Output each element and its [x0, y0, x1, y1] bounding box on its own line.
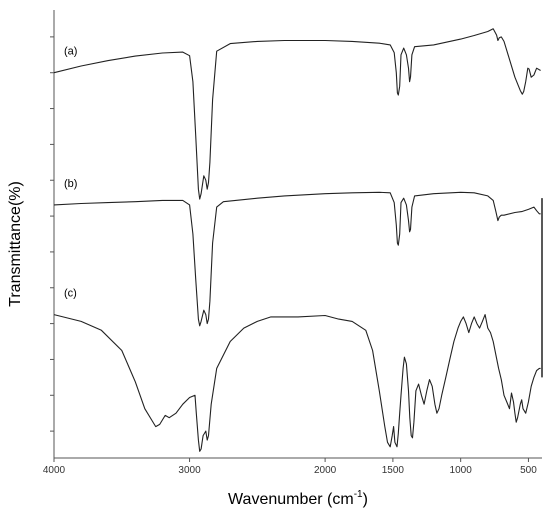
- panel-label-c: (c): [64, 288, 77, 300]
- x-tick-label: 3000: [178, 465, 201, 476]
- y-axis-title: Transmittance(%): [7, 181, 24, 307]
- panel-labels: (a) (b) (c): [64, 46, 77, 300]
- x-axis-title-main: Wavenumber (cm: [228, 491, 354, 508]
- spectrum-line-b: [53, 191, 541, 327]
- panel-label-a: (a): [64, 46, 77, 58]
- x-tick-label: 4000: [43, 465, 66, 476]
- y-ticks: [50, 36, 54, 432]
- x-tick-label: 2000: [314, 465, 337, 476]
- x-tick-label: 500: [520, 465, 537, 476]
- spectrum-line-c: [53, 314, 541, 452]
- panel-label-b: (b): [64, 178, 77, 190]
- plot-area: 4000 3000 2000 1500 1000 500 (a) (b) (c): [43, 10, 543, 476]
- x-axis-title: Wavenumber (cm-1): [228, 489, 368, 508]
- series-group: [53, 28, 541, 452]
- x-axis-title-superscript: -1: [354, 489, 363, 500]
- x-tick-label: 1500: [382, 465, 405, 476]
- x-tick-label: 1000: [450, 465, 473, 476]
- x-axis-title-end: ): [363, 491, 368, 508]
- spectrum-line-a: [53, 28, 541, 200]
- x-ticks: 4000 3000 2000 1500 1000 500: [43, 458, 537, 476]
